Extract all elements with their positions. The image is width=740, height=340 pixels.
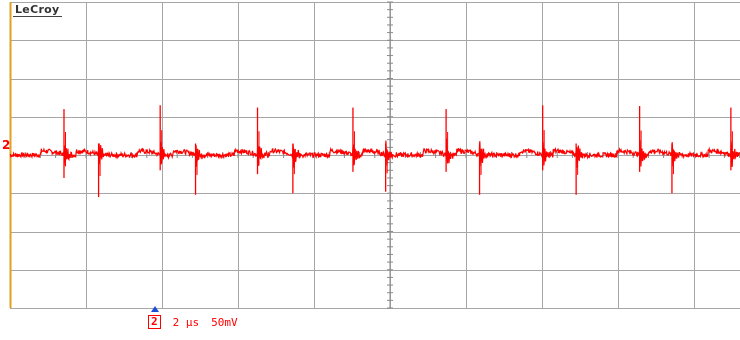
triangle-up-icon[interactable] (151, 306, 159, 312)
waveform-screen (9, 1, 740, 309)
timebase-readout: 2 μs (172, 315, 200, 329)
channel-2-trace (9, 105, 740, 198)
trace-baseline (9, 138, 740, 168)
graticule (9, 1, 740, 309)
status-bar: 2 2 μs 50mV (148, 314, 238, 330)
brand-logo: LeCroy (13, 3, 62, 17)
channel-badge[interactable]: 2 (148, 315, 161, 329)
volts-per-div-readout: 50mV (211, 315, 238, 329)
channel-ground-marker[interactable]: 2 (2, 138, 11, 152)
